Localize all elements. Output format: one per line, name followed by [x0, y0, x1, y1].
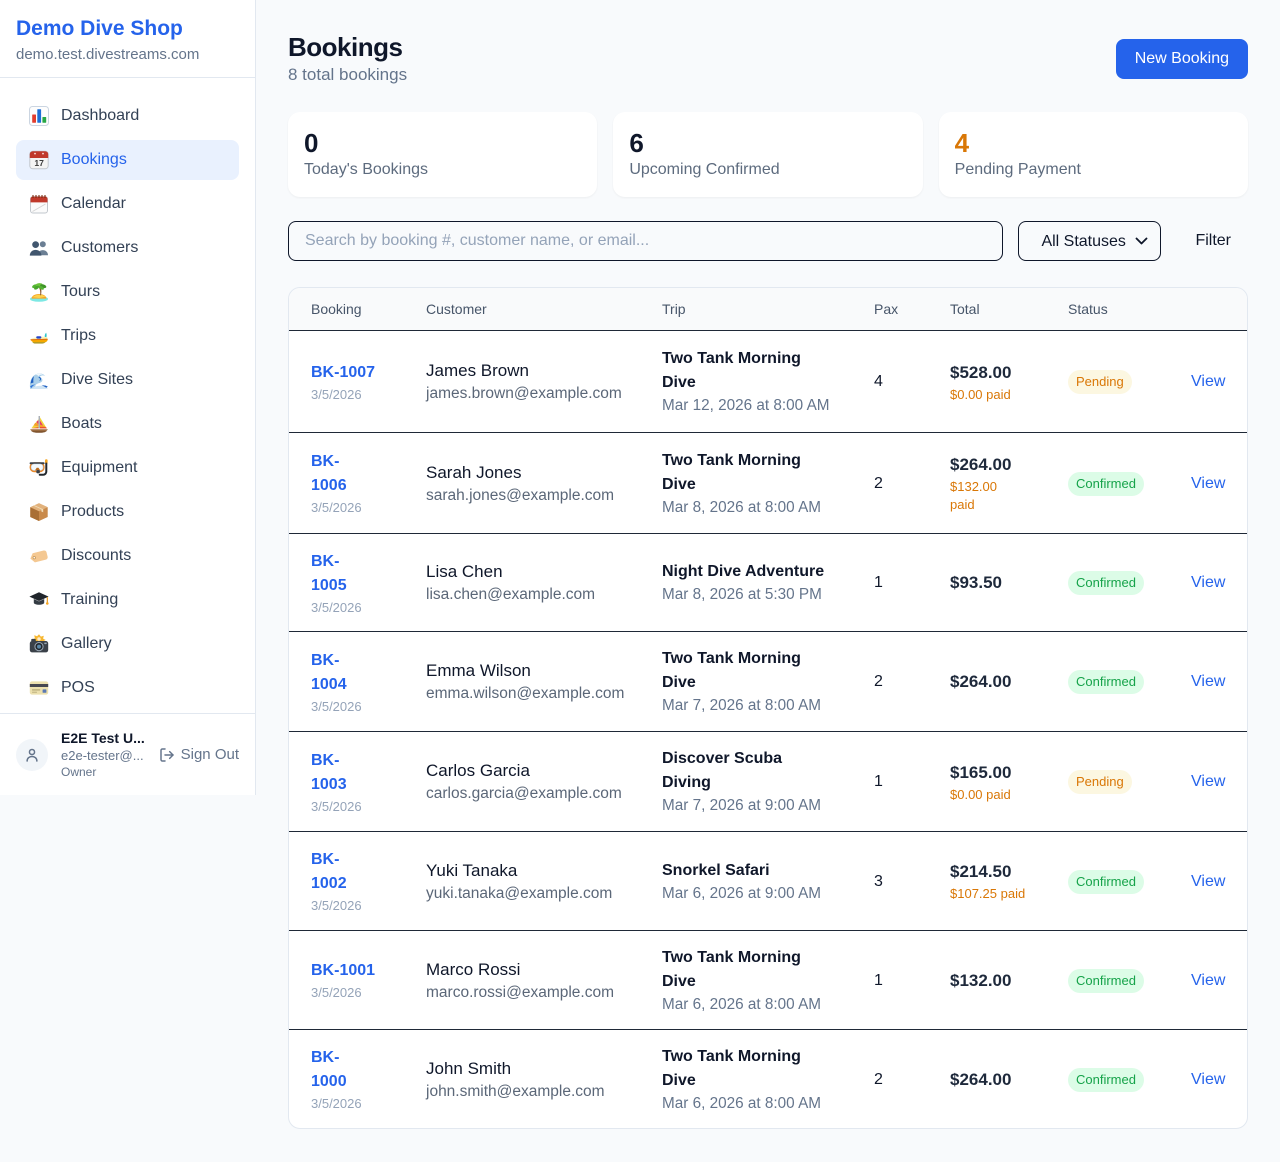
- svg-text:17: 17: [34, 158, 44, 168]
